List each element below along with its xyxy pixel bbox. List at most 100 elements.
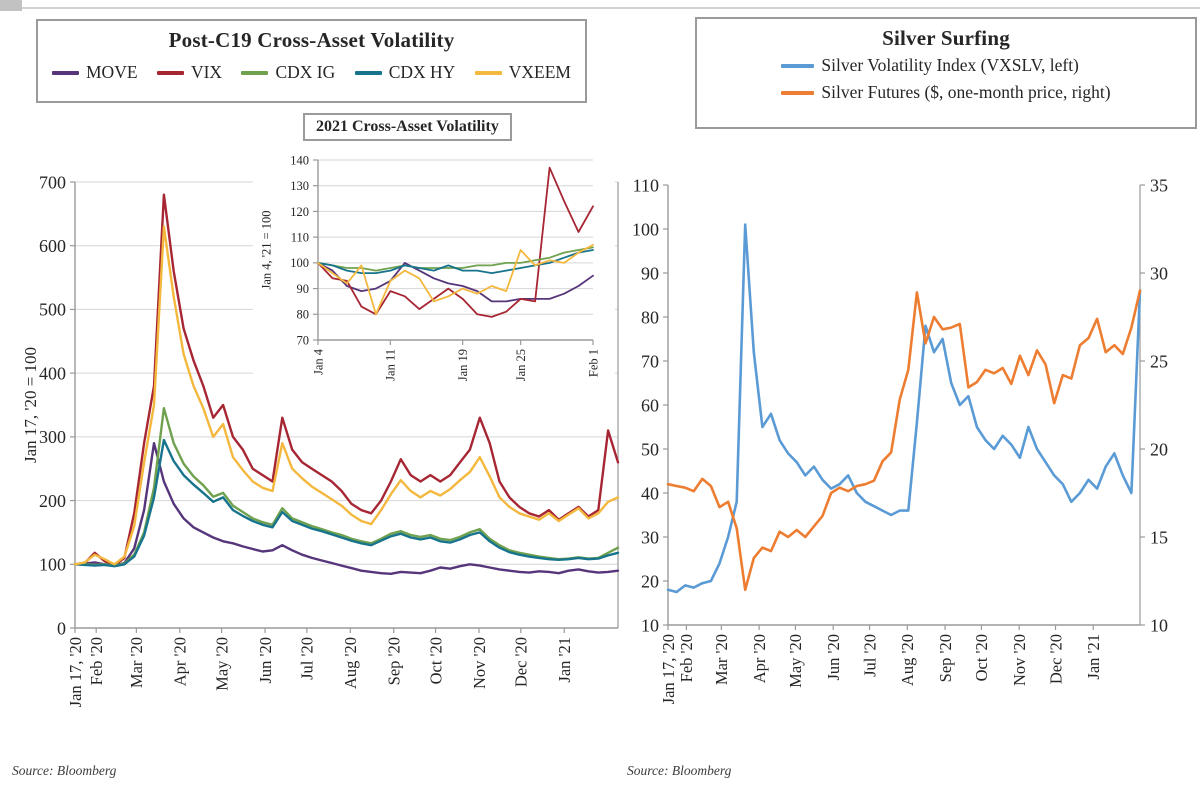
svg-text:500: 500 bbox=[39, 300, 66, 320]
svg-text:25: 25 bbox=[1150, 351, 1168, 371]
svg-text:50: 50 bbox=[641, 439, 659, 459]
svg-text:300: 300 bbox=[39, 427, 66, 447]
svg-text:30: 30 bbox=[1150, 263, 1168, 283]
vix-line-swatch bbox=[156, 70, 184, 75]
vxeem-line-swatch bbox=[474, 70, 502, 75]
svg-text:20: 20 bbox=[1150, 439, 1168, 459]
legend-label-vix: VIX bbox=[190, 62, 223, 82]
left-chart-legend: MOVE VIX CDX IG CDX HY VXEEM bbox=[38, 62, 585, 83]
svg-text:Oct '20: Oct '20 bbox=[972, 634, 991, 681]
svg-text:Jul '20: Jul '20 bbox=[298, 637, 317, 680]
svg-text:Feb '20: Feb '20 bbox=[677, 634, 696, 682]
svg-text:40: 40 bbox=[641, 483, 659, 503]
svg-text:140: 140 bbox=[290, 153, 309, 167]
svg-text:130: 130 bbox=[290, 179, 309, 193]
legend-item-cdx-hy: CDX HY bbox=[354, 62, 456, 83]
svg-text:Mar '20: Mar '20 bbox=[127, 637, 146, 688]
svg-text:May '20: May '20 bbox=[786, 634, 805, 688]
right-chart-title: Silver Surfing bbox=[882, 26, 1010, 50]
legend-item-vxeem: VXEEM bbox=[474, 62, 571, 83]
svg-text:Jan 25: Jan 25 bbox=[514, 349, 528, 381]
legend-label-cdx-hy: CDX HY bbox=[388, 62, 456, 82]
silver-surfing-chart: 10 20 30 40 50 60 70 80 90 100 110 10 15 20 25 30 35 Jan … bbox=[632, 175, 1168, 704]
svg-text:Jan '21: Jan '21 bbox=[1084, 634, 1103, 680]
right-chart-legend-box: Silver Surfing Silver Volatility Index (… bbox=[695, 17, 1197, 129]
legend-label-cdx-ig: CDX IG bbox=[275, 62, 336, 82]
legend-label-move: MOVE bbox=[86, 62, 138, 82]
svg-text:Apr '20: Apr '20 bbox=[750, 634, 769, 683]
svg-text:Dec '20: Dec '20 bbox=[512, 637, 531, 687]
svg-text:200: 200 bbox=[39, 491, 66, 511]
svg-text:90: 90 bbox=[297, 282, 310, 296]
svg-text:120: 120 bbox=[290, 205, 309, 219]
left-chart-legend-box: Post-C19 Cross-Asset Volatility MOVE VIX… bbox=[36, 19, 587, 103]
scan-edge-line bbox=[0, 7, 1200, 9]
right-chart-legend: Silver Volatility Index (VXSLV, left) Si… bbox=[781, 55, 1111, 103]
svg-text:35: 35 bbox=[1150, 175, 1168, 195]
svg-text:600: 600 bbox=[39, 236, 66, 256]
svg-text:400: 400 bbox=[39, 363, 66, 383]
svg-text:Sep '20: Sep '20 bbox=[936, 634, 955, 682]
svg-text:80: 80 bbox=[297, 308, 310, 322]
svg-text:May '20: May '20 bbox=[212, 637, 231, 691]
svg-text:110: 110 bbox=[633, 175, 659, 195]
vxslv-line-swatch bbox=[781, 63, 815, 68]
svg-text:Jan 19: Jan 19 bbox=[456, 349, 470, 381]
svg-text:110: 110 bbox=[291, 231, 309, 245]
svg-text:20: 20 bbox=[641, 571, 659, 591]
svg-text:Jan 4, '21 = 100: Jan 4, '21 = 100 bbox=[259, 210, 273, 289]
svg-text:70: 70 bbox=[297, 333, 310, 347]
svg-text:Jun '20: Jun '20 bbox=[256, 637, 275, 684]
silver-futures-line-swatch bbox=[781, 90, 815, 95]
svg-text:Apr '20: Apr '20 bbox=[171, 637, 190, 686]
left-chart-title: Post-C19 Cross-Asset Volatility bbox=[168, 28, 455, 52]
svg-text:100: 100 bbox=[290, 256, 309, 270]
svg-text:Nov '20: Nov '20 bbox=[1010, 634, 1029, 686]
inset-chart-title: 2021 Cross-Asset Volatility bbox=[303, 113, 512, 141]
legend-label-silver-futures: Silver Futures ($, one-month price, righ… bbox=[821, 82, 1111, 102]
svg-text:Aug '20: Aug '20 bbox=[898, 634, 917, 686]
svg-text:700: 700 bbox=[39, 172, 66, 192]
svg-text:80: 80 bbox=[641, 307, 659, 327]
svg-text:Sep '20: Sep '20 bbox=[385, 637, 404, 685]
svg-text:Dec '20: Dec '20 bbox=[1046, 634, 1065, 684]
svg-text:Oct '20: Oct '20 bbox=[426, 637, 445, 684]
svg-text:100: 100 bbox=[632, 219, 659, 239]
move-line-swatch bbox=[52, 70, 79, 75]
svg-text:Mar '20: Mar '20 bbox=[712, 634, 731, 685]
legend-label-vxeem: VXEEM bbox=[508, 62, 571, 82]
left-source-note: Source: Bloomberg bbox=[12, 763, 117, 778]
svg-text:Jun '20: Jun '20 bbox=[824, 634, 843, 681]
svg-text:30: 30 bbox=[641, 527, 659, 547]
svg-text:Jan 17, '20: Jan 17, '20 bbox=[659, 634, 678, 704]
legend-item-cdx-ig: CDX IG bbox=[241, 62, 335, 83]
svg-text:Feb 1: Feb 1 bbox=[586, 349, 600, 377]
inset-chart-panel: 70 80 90 100 110 120 130 140 Jan 4 Jan 11 Jan 19 Ja… bbox=[253, 110, 615, 408]
svg-text:70: 70 bbox=[641, 351, 659, 371]
svg-text:Aug '20: Aug '20 bbox=[341, 637, 360, 689]
svg-text:90: 90 bbox=[641, 263, 659, 283]
svg-text:15: 15 bbox=[1150, 527, 1168, 547]
svg-text:Feb '20: Feb '20 bbox=[87, 637, 106, 685]
2021-cross-asset-volatility-inset-chart: 70 80 90 100 110 120 130 140 Jan 4 Jan 11 Jan 19 Ja… bbox=[259, 153, 600, 381]
legend-item-vxslv: Silver Volatility Index (VXSLV, left) bbox=[781, 55, 1110, 76]
legend-label-vxslv: Silver Volatility Index (VXSLV, left) bbox=[821, 55, 1079, 75]
scan-corner-artifact bbox=[0, 0, 22, 11]
legend-item-silver-futures: Silver Futures ($, one-month price, righ… bbox=[781, 82, 1111, 103]
svg-text:60: 60 bbox=[641, 395, 659, 415]
svg-text:Jan 11: Jan 11 bbox=[384, 349, 398, 381]
cdx-hy-line-swatch bbox=[354, 70, 382, 75]
svg-text:Jan 17, '20 = 100: Jan 17, '20 = 100 bbox=[21, 347, 40, 463]
svg-text:10: 10 bbox=[641, 615, 659, 635]
svg-text:10: 10 bbox=[1150, 615, 1168, 635]
svg-text:Jan 17, '20: Jan 17, '20 bbox=[66, 637, 85, 707]
legend-item-move: MOVE bbox=[52, 62, 138, 83]
right-source-note: Source: Bloomberg bbox=[627, 763, 732, 778]
svg-text:Jan 4: Jan 4 bbox=[311, 348, 325, 375]
legend-item-vix: VIX bbox=[156, 62, 223, 83]
svg-text:Jul '20: Jul '20 bbox=[860, 634, 879, 677]
svg-text:Nov '20: Nov '20 bbox=[470, 637, 489, 689]
svg-text:Jan '21: Jan '21 bbox=[555, 637, 574, 683]
svg-text:0: 0 bbox=[57, 618, 66, 638]
svg-text:100: 100 bbox=[39, 555, 66, 575]
